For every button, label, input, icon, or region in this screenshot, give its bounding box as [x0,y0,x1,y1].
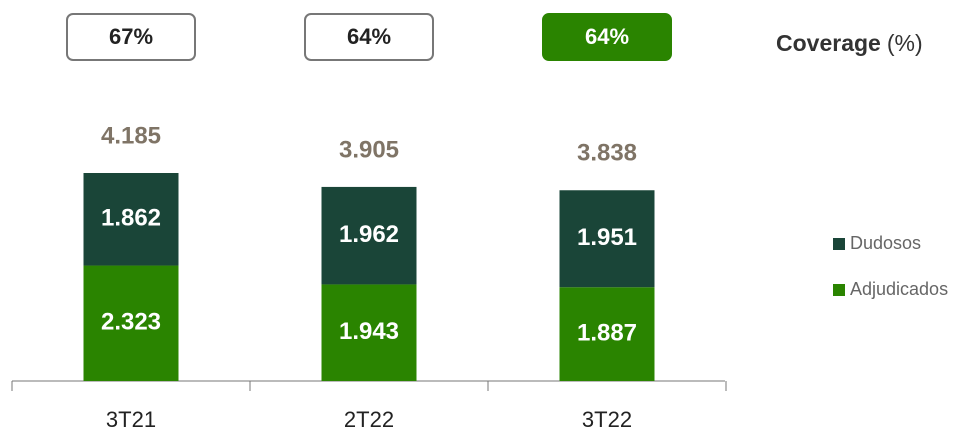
value-label: 1.887 [577,319,637,346]
value-label: 1.943 [339,318,399,345]
bar-segment [83,265,179,381]
total-label: 3.905 [339,136,399,163]
value-label: 1.951 [577,224,637,251]
value-label: 2.323 [101,309,161,336]
coverage-box [66,13,196,61]
total-label: 4.185 [101,122,161,149]
total-label: 3.838 [577,140,637,167]
coverage-unit: (%) [887,30,923,56]
bar-segment [83,173,179,266]
legend-label: Dudosos [850,233,921,253]
coverage-title: Coverage (%) [776,30,923,56]
legend-label: Adjudicados [850,279,948,299]
coverage-label: 64% [347,24,391,49]
coverage-label: 67% [109,24,153,49]
coverage-title-text: Coverage [776,30,881,56]
x-tick-label: 3T21 [106,407,156,432]
legend-swatch [833,238,845,250]
coverage-box [542,13,672,61]
bar-segment [321,284,417,381]
bar-segment [559,190,655,288]
bar-segment [321,186,417,285]
bar-segment [559,287,655,381]
legend-swatch [833,284,845,296]
value-label: 1.862 [101,205,161,232]
value-label: 1.962 [339,221,399,248]
coverage-box [304,13,434,61]
x-tick-label: 2T22 [344,407,394,432]
coverage-label: 64% [585,24,629,49]
x-tick-label: 3T22 [582,407,632,432]
